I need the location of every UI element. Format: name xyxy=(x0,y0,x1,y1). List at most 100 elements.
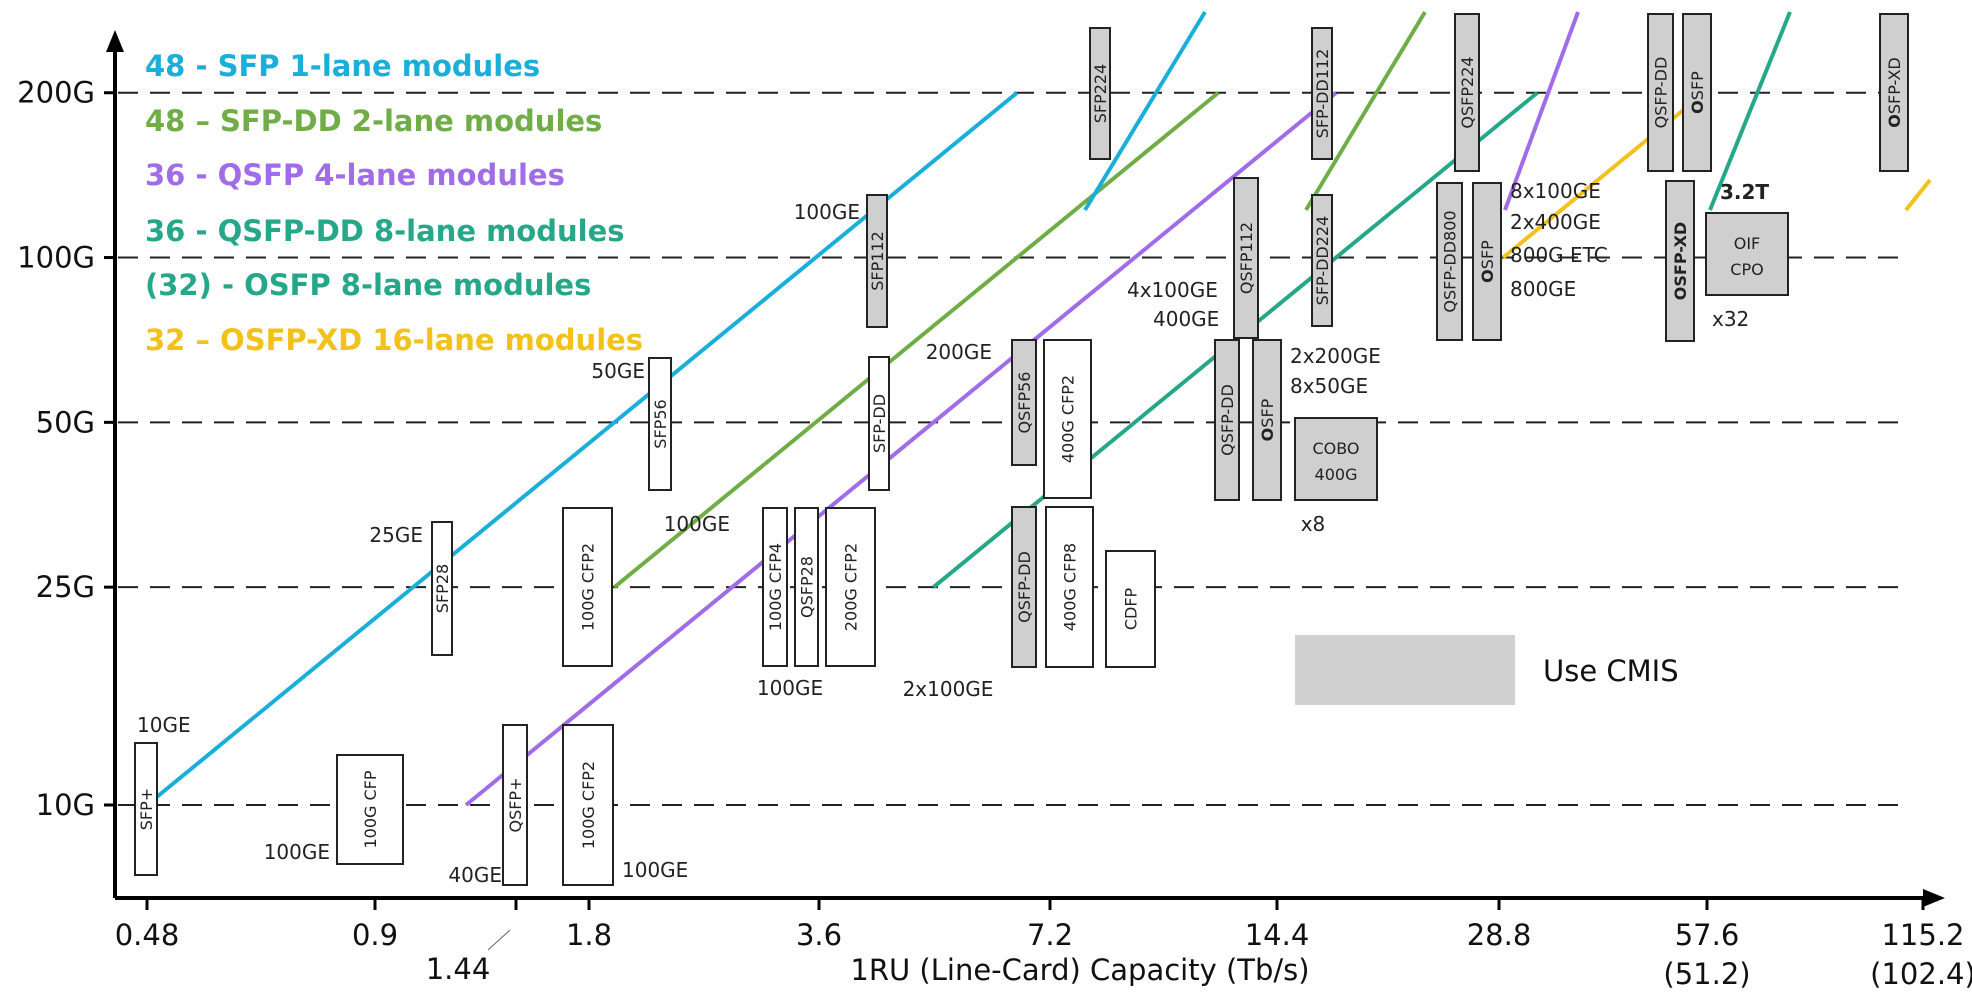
legend-entry-3: 36 - QSFP-DD 8-lane modules xyxy=(145,214,625,248)
annotation-16: 8x100GE xyxy=(1510,179,1601,203)
module-box-7 xyxy=(762,507,788,667)
annotation-4: 25GE xyxy=(369,523,423,547)
module-3: 100G CFP2 xyxy=(562,724,614,886)
module-box-9 xyxy=(825,507,876,667)
module-label-26: QSFP-DD xyxy=(1652,57,1671,129)
module-label-21: QSFP-DD xyxy=(1218,384,1237,456)
module-label-bold-22: O xyxy=(1258,428,1277,442)
module-15: 400G CFP8 xyxy=(1045,506,1094,668)
module-label-19: SFP-DD224 xyxy=(1313,216,1332,306)
module-label-6: SFP56 xyxy=(651,399,670,448)
module-2: QSFP+ xyxy=(502,724,528,886)
x-tick-label-9: 115.2 xyxy=(1881,918,1964,952)
module-14: QSFP-DD xyxy=(1011,506,1037,668)
x-tick-sublabel-8: (51.2) xyxy=(1663,957,1750,991)
series-line-ext-4 xyxy=(1904,178,1932,212)
x-axis-arrow xyxy=(1923,889,1945,907)
module-label-bold-25: O xyxy=(1478,269,1497,283)
y-tick-label-3: 100G xyxy=(17,241,95,275)
annotations: 10GE 100GE 40GE 100GE 25GE 50GE 100GE 100GE 2x10… xyxy=(137,179,1769,887)
series-line-ext-0 xyxy=(1083,10,1207,212)
x-tick-label-6: 14.4 xyxy=(1245,918,1310,952)
axis-ticks: 10G 25G 50G 100G 200G 0.48 0.9 1.44 1.8 3.6 7.2 14.… xyxy=(17,76,1972,991)
module-27: OSFP xyxy=(1682,13,1712,172)
module-5: 100G CFP2 xyxy=(562,507,613,667)
cmis-key-label: Use CMIS xyxy=(1543,654,1679,688)
annotation-0: 10GE xyxy=(137,713,191,737)
module-8: QSFP28 xyxy=(794,507,819,667)
module-box-10 xyxy=(868,356,890,491)
module-label-bold-29: O xyxy=(1885,114,1904,128)
x-tick-label-5: 7.2 xyxy=(1027,918,1073,952)
module-box-22 xyxy=(1252,339,1282,501)
module-box-11 xyxy=(866,194,888,328)
module-box-0 xyxy=(134,742,158,876)
module-label-15: 400G CFP8 xyxy=(1061,543,1080,631)
annotation-3: 100GE xyxy=(622,858,688,882)
module-26: QSFP-DD xyxy=(1647,13,1674,172)
module-box-1 xyxy=(336,754,404,865)
legend: 48 - SFP 1-lane modules 48 – SFP-DD 2-lan… xyxy=(145,49,643,357)
annotation-10: 100GE xyxy=(794,200,860,224)
module-0: SFP+ xyxy=(134,742,158,876)
x-tick-label-8: 57.6 xyxy=(1675,918,1740,952)
annotation-20: 3.2T xyxy=(1720,180,1769,204)
module-label-3: 100G CFP2 xyxy=(579,761,598,849)
legend-entry-0: 48 - SFP 1-lane modules xyxy=(145,49,540,83)
module-label-16: CDFP xyxy=(1122,587,1141,630)
module-label-11: SFP112 xyxy=(868,231,887,291)
module-box-23 xyxy=(1454,13,1480,172)
annotation-12: 400GE xyxy=(1153,307,1219,331)
module-box-6 xyxy=(648,357,672,491)
module-17: SFP224 xyxy=(1089,27,1111,160)
module-7: 100G CFP4 xyxy=(762,507,788,667)
annotation-2: 40GE xyxy=(448,863,502,887)
module-label-2: QSFP+ xyxy=(506,777,525,832)
y-tick-label-1: 25G xyxy=(36,570,95,604)
module-box-16 xyxy=(1105,550,1156,668)
x-tick-label-7: 28.8 xyxy=(1467,918,1532,952)
module-box-26 xyxy=(1647,13,1674,172)
annotation-13: 2x200GE xyxy=(1290,344,1381,368)
module-24: QSFP-DD800 xyxy=(1436,182,1463,341)
legend-entry-1: 48 – SFP-DD 2-lane modules xyxy=(145,104,602,138)
package-0: COBO 400G xyxy=(1294,417,1378,501)
module-label-28: OSFP-XD xyxy=(1671,222,1690,300)
x-tick-leader xyxy=(487,929,511,951)
module-box-21 xyxy=(1214,339,1240,501)
series-line-ext-2 xyxy=(1503,11,1580,211)
x-tick-label-2: 1.44 xyxy=(426,952,491,986)
module-label-9: 200G CFP2 xyxy=(842,543,861,631)
module-label-27: OSFP xyxy=(1688,71,1707,114)
module-box-12 xyxy=(1011,339,1037,466)
module-label-17: SFP224 xyxy=(1091,64,1110,124)
module-label-24: QSFP-DD800 xyxy=(1441,210,1460,312)
cmis-key-swatch xyxy=(1295,635,1515,705)
x-axis-title: 1RU (Line-Card) Capacity (Tb/s) xyxy=(850,953,1309,987)
gridlines xyxy=(118,91,1900,806)
series-line-ext-3 xyxy=(1708,11,1792,211)
module-16: CDFP xyxy=(1105,550,1156,668)
annotation-14: 8x50GE xyxy=(1290,374,1368,398)
module-label-4: SFP28 xyxy=(433,564,452,613)
module-label-20: QSFP112 xyxy=(1237,222,1256,294)
module-9: 200G CFP2 xyxy=(825,507,876,667)
package-label-1-1: CPO xyxy=(1730,260,1763,279)
cmis-key: Use CMIS xyxy=(1295,635,1679,705)
annotation-17: 2x400GE xyxy=(1510,210,1601,234)
series-line-2 xyxy=(464,91,1338,807)
module-box-8 xyxy=(794,507,819,667)
legend-entry-5: 32 – OSFP-XD 16-lane modules xyxy=(145,323,643,357)
module-box-18 xyxy=(1311,27,1333,160)
module-box-5 xyxy=(562,507,613,667)
module-box-14 xyxy=(1011,506,1037,668)
module-box-3 xyxy=(562,724,614,886)
module-boxes: SFP+ 100G CFP QSFP+ 100G CFP2 SFP28 100G CFP2… xyxy=(134,13,1909,886)
package-label-0-0: COBO xyxy=(1312,439,1359,458)
module-box-27 xyxy=(1682,13,1712,172)
x-tick-label-4: 3.6 xyxy=(796,918,842,952)
series-line-ext-1 xyxy=(1304,10,1427,212)
module-label-29: OSFP-XD xyxy=(1885,57,1904,128)
axes xyxy=(106,30,1945,907)
